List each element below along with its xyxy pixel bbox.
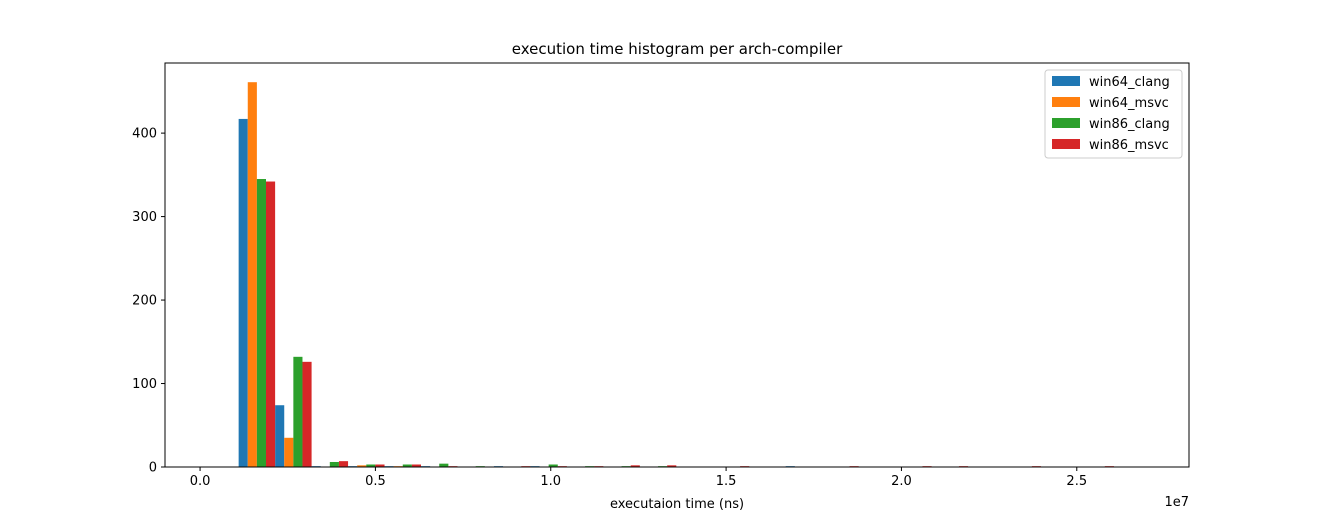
legend-swatch-win86_clang — [1052, 118, 1080, 128]
x-axis-ticks: 0.0 0.5 1.0 1.5 2.0 2.5 — [190, 467, 1087, 489]
bars-layer — [238, 82, 1114, 468]
y-tick-label: 200 — [132, 294, 157, 309]
x-tick-label: 2.5 — [1066, 474, 1087, 489]
bar-win64_clang-bin-0 — [238, 118, 248, 468]
bar-win86_clang-bin-1 — [293, 356, 303, 467]
y-tick-label: 0 — [149, 461, 157, 476]
bar-win64_clang-bin-1 — [275, 405, 285, 467]
bar-win86_msvc-bin-11 — [667, 465, 677, 467]
y-axis-ticks: 0 100 200 300 400 — [132, 127, 165, 476]
legend-label-win64_msvc: win64_msvc — [1089, 96, 1169, 111]
x-tick-label: 0.0 — [190, 474, 211, 489]
x-axis-offset-label: 1e7 — [1164, 495, 1189, 510]
legend-swatch-win64_clang — [1052, 76, 1080, 86]
bar-win86_clang-bin-2 — [329, 461, 339, 467]
x-tick-label: 0.5 — [365, 474, 386, 489]
bar-win86_clang-bin-4 — [402, 464, 412, 467]
legend-label-win86_msvc: win86_msvc — [1089, 138, 1169, 153]
legend-swatch-win64_msvc — [1052, 97, 1080, 107]
bar-win86_clang-bin-3 — [366, 464, 376, 467]
legend-label-win64_clang: win64_clang — [1089, 75, 1170, 90]
bar-win64_msvc-bin-1 — [284, 437, 294, 467]
bar-win86_msvc-bin-1 — [302, 361, 312, 467]
bar-win86_msvc-bin-10 — [630, 465, 640, 467]
x-axis-label: executaion time (ns) — [610, 497, 744, 512]
chart-title: execution time histogram per arch-compil… — [512, 40, 843, 58]
bar-win86_clang-bin-5 — [439, 463, 449, 467]
x-tick-label: 1.5 — [716, 474, 737, 489]
y-tick-label: 300 — [132, 210, 157, 225]
x-tick-label: 1.0 — [540, 474, 561, 489]
bar-win86_clang-bin-0 — [256, 179, 266, 467]
bar-win86_msvc-bin-0 — [266, 181, 276, 467]
bar-win86_msvc-bin-3 — [375, 464, 385, 467]
plot-frame — [164, 62, 1190, 468]
legend: win64_clang win64_msvc win86_clang win86_ms… — [1044, 69, 1183, 159]
y-tick-label: 100 — [132, 377, 157, 392]
bar-win86_clang-bin-8 — [548, 464, 558, 467]
bar-win86_msvc-bin-2 — [338, 461, 349, 467]
x-tick-label: 2.0 — [891, 474, 912, 489]
legend-label-win86_clang: win86_clang — [1089, 117, 1170, 132]
y-tick-label: 400 — [132, 127, 157, 142]
bar-win86_msvc-bin-4 — [411, 464, 421, 467]
bar-win64_msvc-bin-0 — [247, 82, 257, 467]
legend-swatch-win86_msvc — [1052, 139, 1080, 149]
bar-win64_msvc-bin-3 — [357, 465, 367, 467]
legend-frame — [1044, 69, 1183, 159]
